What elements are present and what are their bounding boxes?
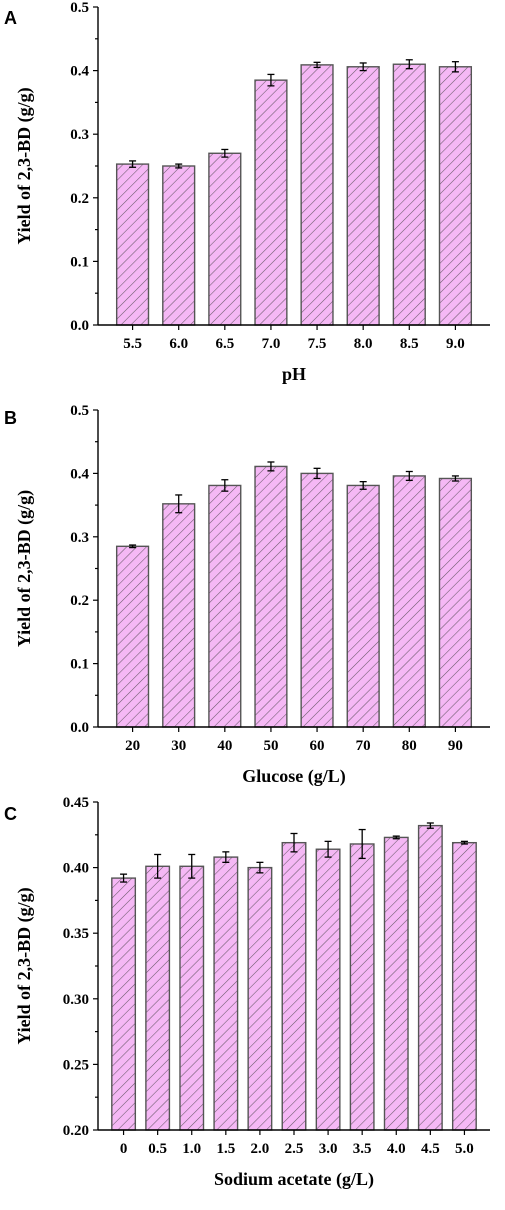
bar [247,866,273,1131]
y-tick-label: 0.0 [70,318,89,334]
chart-panel-a: A 5.5 6.0 6.5 7.0 7.5 8.0 8.5 9.0 0.0 0.1 0.2 0.3 0.4… [4,0,490,384]
x-tick-label: 0 [120,1141,128,1157]
bar [346,66,380,326]
x-tick-label: 50 [263,738,278,754]
bar [383,836,409,1131]
bar [349,843,375,1131]
bar [162,165,196,326]
x-tick-label: 90 [448,738,463,754]
x-tick-label: 3.0 [319,1141,338,1157]
y-tick-label: 0.4 [70,64,89,80]
bar [208,484,242,728]
y-tick-label: 0.30 [63,992,89,1008]
bar [300,64,334,326]
chart-panel-c: C 0 0.5 1.0 1.5 2.0 2.5 3.0 3.5 4.0 4.5 5.0 0.20 0.25… [4,795,490,1190]
x-tick-label: 6.5 [215,336,234,352]
bar [451,841,477,1131]
bar [115,545,150,728]
panel-letter: C [4,804,17,824]
x-tick-label: 9.0 [446,336,465,352]
y-tick-label: 0.20 [63,1123,89,1139]
bar [254,79,288,326]
x-tick-label: 20 [125,738,140,754]
y-tick-label: 0.1 [70,254,89,270]
y-tick-label: 0.40 [63,861,89,877]
y-tick-label: 0.5 [70,403,89,419]
y-tick-label: 0.4 [70,466,89,482]
y-tick-label: 0.1 [70,657,89,673]
x-tick-label: 4.5 [421,1141,440,1157]
x-tick-label: 5.5 [123,336,142,352]
bar [346,484,380,728]
y-axis-title: Yield of 2,3-BD (g/g) [14,87,35,244]
y-axis-title: Yield of 2,3-BD (g/g) [14,887,35,1044]
x-axis-title: pH [282,364,306,384]
x-tick-label: 2.5 [285,1141,304,1157]
x-tick-label: 2.0 [251,1141,270,1157]
x-tick-label: 30 [171,738,186,754]
y-tick-label: 0.2 [70,593,89,609]
bar [208,152,242,326]
bar [417,824,443,1131]
bar [179,865,205,1131]
x-axis-title: Sodium acetate (g/L) [214,1169,374,1190]
bar [300,472,334,728]
x-tick-label: 60 [310,738,325,754]
bar [392,475,426,728]
y-tick-label: 0.0 [70,720,89,736]
y-tick-label: 0.45 [63,795,89,811]
bar [392,63,426,326]
x-tick-label: 70 [356,738,371,754]
y-tick-label: 0.3 [70,127,89,143]
y-tick-label: 0.2 [70,191,89,207]
chart-panel-b: B 20 30 40 50 60 70 80 90 0.0 0.1 0.2 0.3 0.4 0.5 Gluco… [4,403,490,787]
x-tick-label: 80 [402,738,417,754]
bar [111,877,137,1131]
y-tick-label: 0.3 [70,530,89,546]
bar [254,465,288,728]
x-tick-label: 40 [217,738,232,754]
x-tick-label: 4.0 [387,1141,406,1157]
y-axis-title: Yield of 2,3-BD (g/g) [14,490,35,647]
x-tick-label: 5.0 [455,1141,474,1157]
x-tick-label: 1.5 [216,1141,235,1157]
x-tick-label: 3.5 [353,1141,372,1157]
bar [213,856,239,1131]
bar [145,865,171,1131]
bar [281,841,307,1131]
panel-letter: A [4,8,17,28]
y-tick-label: 0.25 [63,1057,89,1073]
panels: A 5.5 6.0 6.5 7.0 7.5 8.0 8.5 9.0 0.0 0.1 0.2 0.3 0.4… [4,0,490,1190]
x-tick-label: 1.0 [182,1141,201,1157]
bar [438,66,473,326]
bar [162,503,196,728]
x-tick-label: 7.0 [262,336,281,352]
x-tick-label: 8.5 [400,336,419,352]
x-tick-label: 7.5 [308,336,327,352]
bar [315,848,341,1131]
panel-letter: B [4,408,17,428]
x-tick-label: 0.5 [148,1141,167,1157]
x-axis-title: Glucose (g/L) [242,766,346,787]
y-tick-label: 0.5 [70,0,89,16]
x-tick-label: 6.0 [169,336,188,352]
y-tick-label: 0.35 [63,926,89,942]
x-tick-label: 8.0 [354,336,373,352]
bar [115,163,150,326]
bar [438,477,473,728]
